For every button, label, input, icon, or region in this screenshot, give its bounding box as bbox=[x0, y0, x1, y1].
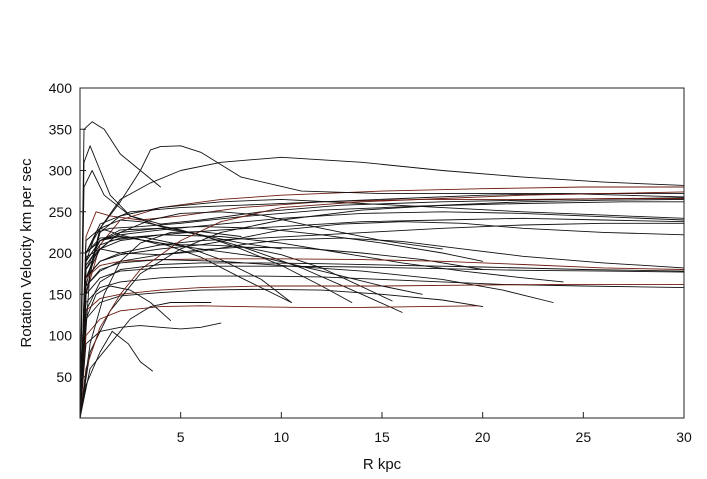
y-tick-label: 250 bbox=[49, 204, 73, 220]
rotation-curve-18 bbox=[79, 236, 292, 419]
axes: 5 10 15 20 25 30 50 100 150 200 250 300 350 400 bbox=[49, 80, 692, 445]
rotation-curve-26 bbox=[79, 283, 685, 419]
rotation-curve-38 bbox=[79, 221, 685, 419]
y-tick-label: 300 bbox=[49, 163, 73, 179]
rotation-curve-11 bbox=[79, 193, 685, 419]
rotation-curve-25 bbox=[79, 275, 685, 419]
rotation-curve-33 bbox=[79, 198, 685, 419]
y-tick-label: 400 bbox=[49, 80, 73, 96]
rotation-curve-20 bbox=[79, 244, 393, 419]
rotation-curve-14 bbox=[79, 226, 484, 419]
y-tick-label: 50 bbox=[56, 369, 72, 385]
rotation-curve-37 bbox=[79, 237, 685, 419]
y-tick-label: 150 bbox=[49, 286, 73, 302]
rotation-curve-23 bbox=[79, 265, 685, 419]
rotation-curve-21 bbox=[79, 246, 484, 419]
rotation-curve-16 bbox=[79, 219, 403, 419]
y-axis-title: Rotation Velocity km per sec bbox=[18, 158, 35, 348]
rotation-curve-10 bbox=[79, 198, 685, 419]
rotation-curve-40 bbox=[79, 262, 685, 419]
x-tick-label: 30 bbox=[676, 429, 692, 445]
x-tick-label: 15 bbox=[374, 429, 390, 445]
rotation-curve-1 bbox=[79, 186, 685, 419]
x-tick-label: 5 bbox=[177, 429, 185, 445]
x-tick-label: 10 bbox=[274, 429, 290, 445]
rotation-curve-7 bbox=[79, 201, 685, 419]
rotation-curve-28 bbox=[79, 305, 480, 419]
y-tick-label: 350 bbox=[49, 121, 73, 137]
rotation-curve-4 bbox=[79, 145, 685, 419]
rotation-curve-17 bbox=[79, 227, 353, 419]
rotation-curve-32 bbox=[79, 302, 212, 419]
rotation-curve-22 bbox=[79, 258, 685, 419]
rotation-curve-29 bbox=[79, 322, 222, 419]
rotation-curve-8 bbox=[79, 211, 685, 419]
rotation-curve-36 bbox=[79, 211, 443, 419]
y-tick-label: 200 bbox=[49, 245, 73, 261]
rotation-curve-31 bbox=[79, 330, 153, 419]
rotation-curve-34 bbox=[79, 191, 685, 419]
rotation-curve-30 bbox=[79, 285, 172, 419]
series-lines bbox=[79, 121, 685, 419]
rotation-curve-27 bbox=[79, 288, 484, 419]
rotation-curve-35 bbox=[79, 231, 242, 419]
rotation-curve-2 bbox=[79, 156, 685, 419]
x-tick-label: 20 bbox=[475, 429, 491, 445]
x-tick-label: 25 bbox=[576, 429, 592, 445]
rotation-curve-39 bbox=[79, 236, 423, 419]
rotation-curve-5 bbox=[79, 145, 685, 419]
x-axis-title: R kpc bbox=[363, 456, 402, 473]
rotation-curve-15 bbox=[79, 234, 564, 419]
y-tick-label: 100 bbox=[49, 328, 73, 344]
